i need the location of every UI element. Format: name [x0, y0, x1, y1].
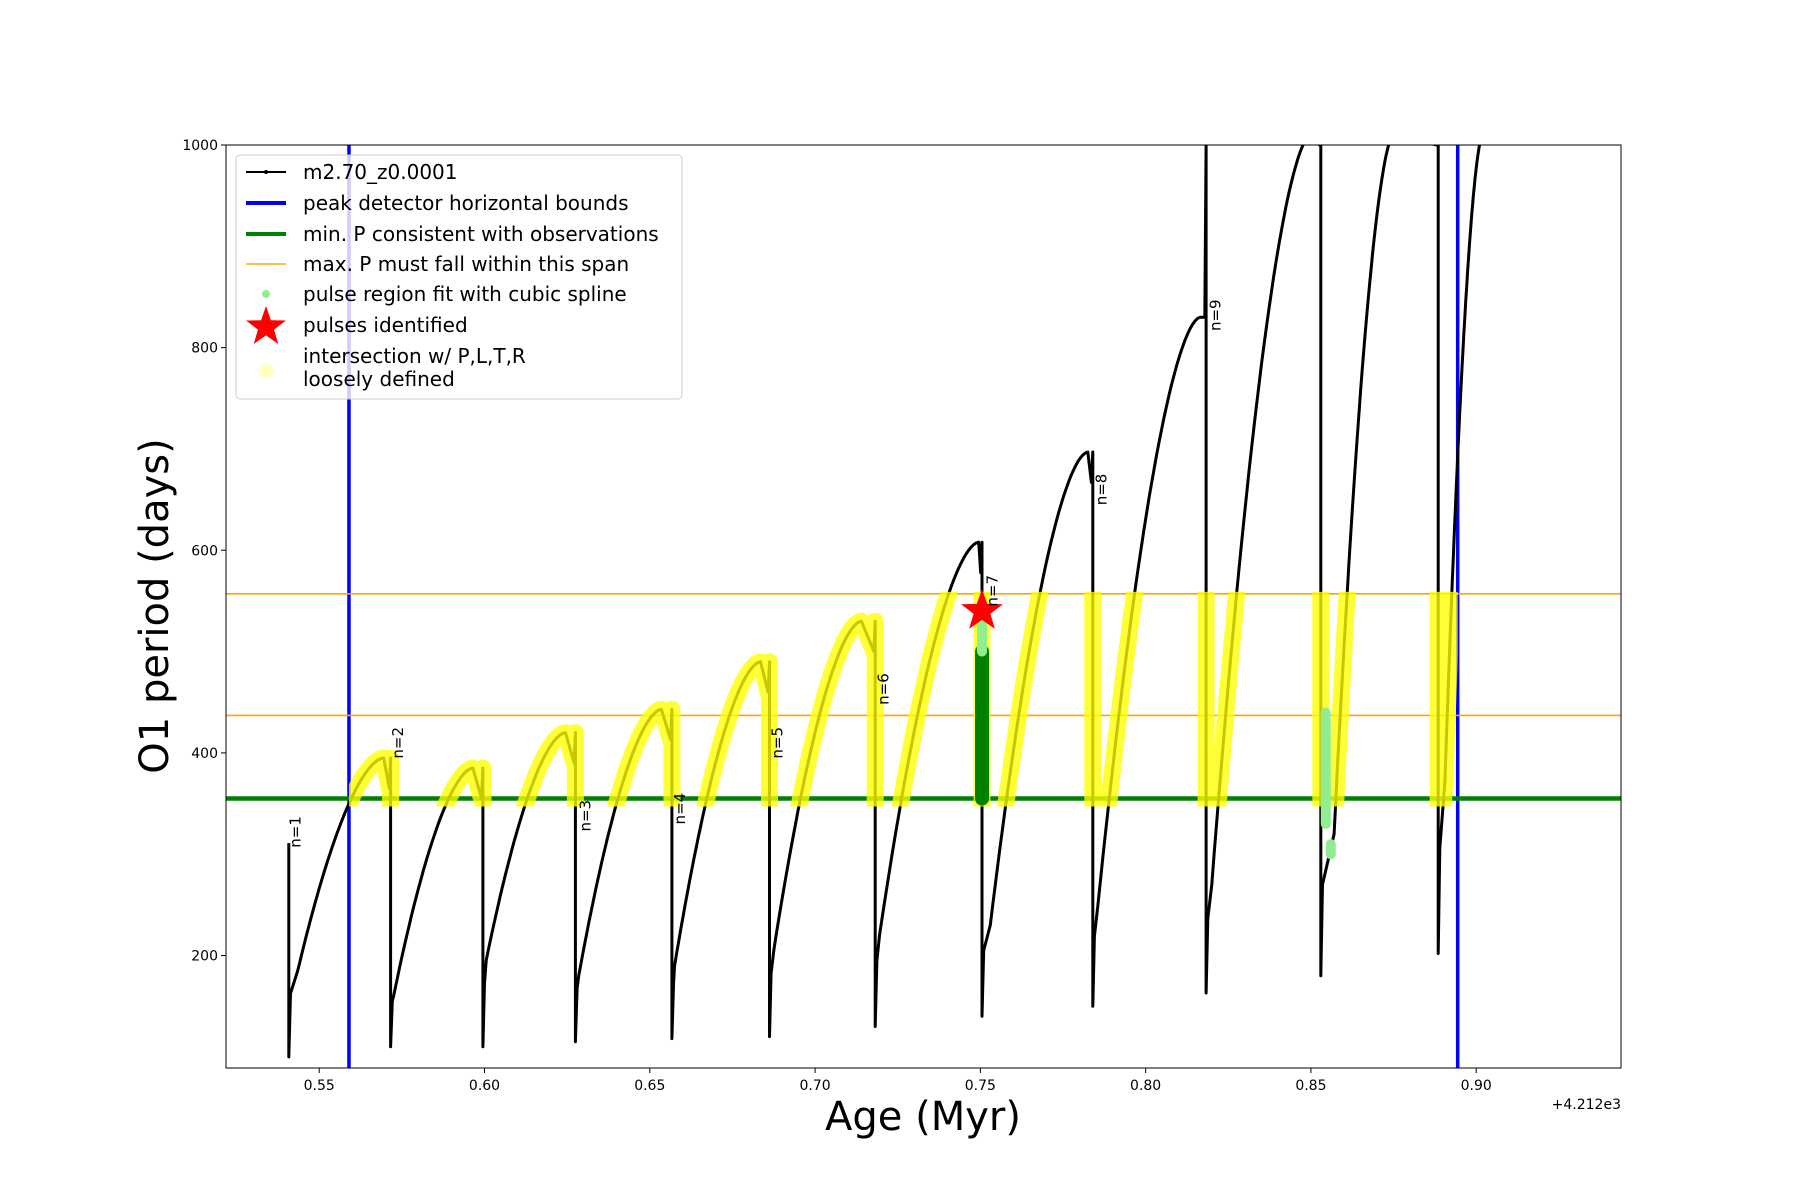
- legend-star-icon: [246, 306, 286, 344]
- x-offset-label: +4.212e3: [1552, 1097, 1621, 1113]
- y-axis-label: O1 period (days): [132, 438, 178, 773]
- legend-dot-icon: [262, 290, 270, 298]
- axes-frame: [225, 144, 1622, 1069]
- legend-dot-icon: [259, 364, 273, 378]
- pulse-number-label: n=7: [984, 575, 1002, 607]
- pulse-number-label: n=3: [576, 800, 594, 832]
- y-tick-label: 600: [191, 543, 218, 559]
- legend-label: pulses identified: [303, 313, 468, 337]
- x-tick-label: 0.70: [799, 1078, 830, 1094]
- pulse-number-label: n=8: [1093, 474, 1111, 506]
- legend-label: min. P consistent with observations: [303, 222, 659, 246]
- x-tick-label: 0.80: [1130, 1078, 1161, 1094]
- x-axis-label: Age (Myr): [825, 1094, 1021, 1140]
- y-tick-label: 400: [191, 746, 218, 762]
- x-tick-label: 0.85: [1295, 1078, 1326, 1094]
- pulse-number-label: n=4: [671, 793, 689, 825]
- x-tick-label: 0.90: [1461, 1078, 1492, 1094]
- axis-ticks: 0.55 0.60 0.65 0.70 0.75 0.80 0.85 0.90 200 400 60…: [182, 138, 1491, 1094]
- intersection-highlight: [348, 591, 1458, 807]
- legend-label: max. P must fall within this span: [303, 252, 629, 276]
- legend-label: pulse region fit with cubic spline: [303, 282, 627, 306]
- x-tick-label: 0.65: [634, 1078, 665, 1094]
- y-tick-label: 800: [191, 341, 218, 357]
- legend-label: intersection w/ P,L,T,R: [303, 344, 526, 368]
- y-tick-label: 200: [191, 949, 218, 965]
- x-tick-label: 0.60: [469, 1078, 500, 1094]
- pulse-number-label: n=1: [286, 816, 304, 848]
- legend-label: loosely defined: [303, 367, 455, 391]
- pulse-number-label: n=2: [389, 727, 407, 759]
- legend-marker-icon: [264, 170, 268, 174]
- pulse-number-label: n=6: [875, 673, 893, 705]
- legend-label: peak detector horizontal bounds: [303, 191, 629, 215]
- x-tick-label: 0.75: [965, 1078, 996, 1094]
- pulse-number-label: n=5: [769, 727, 787, 759]
- pulse-identified-star: [961, 589, 1003, 629]
- legend-label: m2.70_z0.0001: [303, 160, 458, 184]
- x-tick-label: 0.55: [304, 1078, 335, 1094]
- plot-area: n=1 n=2 n=3 n=4 n=5 n=6 n=7 n=8 n=9: [226, 145, 1621, 1068]
- y-tick-label: 1000: [182, 138, 218, 154]
- legend-box: [235, 154, 683, 400]
- pulse-number-label: n=9: [1207, 299, 1225, 331]
